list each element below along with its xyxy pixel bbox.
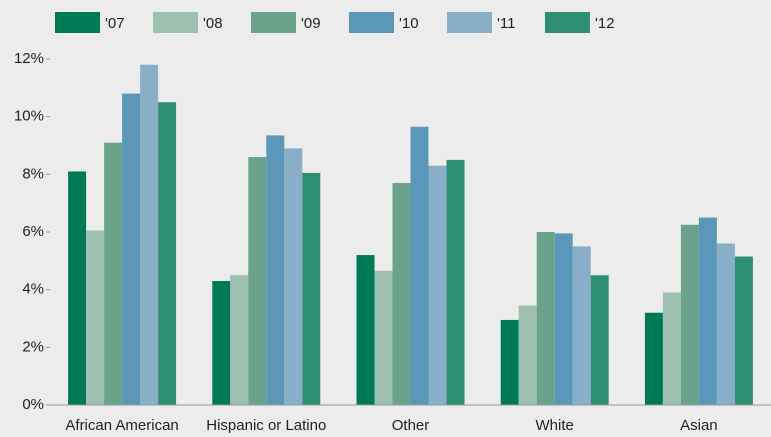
bar	[158, 102, 177, 405]
bar	[410, 126, 429, 405]
bar	[446, 159, 465, 405]
legend-label: '10	[399, 15, 419, 32]
legend-swatch	[55, 12, 100, 33]
bar	[428, 165, 447, 405]
y-tick-label: 8%	[22, 165, 44, 182]
legend-swatch	[251, 12, 296, 33]
legend-swatch	[545, 12, 590, 33]
bar	[104, 142, 123, 405]
x-tick-label: Other	[392, 417, 430, 434]
bar	[662, 292, 681, 405]
bar	[266, 135, 285, 406]
bar	[140, 64, 159, 406]
legend-swatch	[349, 12, 394, 33]
bar	[284, 148, 303, 405]
bar	[680, 224, 699, 405]
bar	[716, 243, 735, 405]
legend-swatch	[153, 12, 198, 33]
bar	[644, 312, 663, 405]
bar	[86, 230, 105, 405]
legend-label: '11	[497, 15, 515, 32]
x-tick-label: African American	[65, 417, 178, 434]
legend-label: '08	[203, 15, 223, 32]
bar	[500, 319, 519, 405]
y-tick-label: 2%	[22, 338, 44, 355]
x-tick-label: Hispanic or Latino	[206, 417, 326, 434]
y-tick-label: 6%	[22, 223, 44, 240]
y-tick-label: 12%	[14, 50, 44, 67]
legend-label: '09	[301, 15, 321, 32]
bar	[572, 246, 591, 405]
bar	[356, 255, 375, 405]
bar	[536, 232, 555, 405]
bar	[230, 275, 249, 405]
legend-label: '12	[595, 15, 615, 32]
bar	[518, 305, 537, 405]
bar	[590, 275, 609, 405]
bar	[248, 157, 267, 405]
bar	[392, 182, 411, 405]
y-tick-label: 10%	[14, 108, 44, 125]
bar	[374, 270, 393, 405]
x-tick-label: White	[536, 417, 574, 434]
bar	[734, 256, 753, 405]
bar	[212, 281, 231, 405]
legend-swatch	[447, 12, 492, 33]
bar	[122, 93, 141, 405]
bar	[302, 172, 321, 405]
x-tick-label: Asian	[680, 417, 718, 434]
y-tick-label: 4%	[22, 281, 44, 298]
y-tick-label: 0%	[22, 396, 44, 413]
legend-label: '07	[105, 15, 125, 32]
bar	[554, 233, 573, 405]
bar	[698, 217, 717, 405]
bar	[68, 171, 87, 405]
